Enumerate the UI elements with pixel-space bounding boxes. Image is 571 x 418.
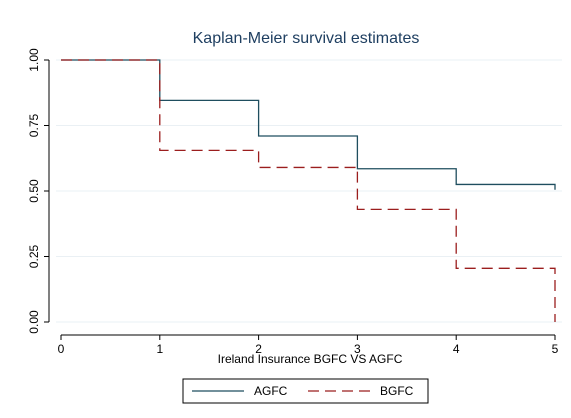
series-line-bgfc	[61, 59, 556, 322]
y-tick-label: 0.00	[27, 310, 41, 334]
grid-lines	[56, 59, 562, 323]
legend-items: AGFC BGFC	[192, 384, 414, 398]
x-axis-title: Ireland Insurance BGFC VS AGFC	[218, 352, 403, 366]
x-tick-label: 4	[453, 342, 460, 356]
legend: AGFC BGFC	[182, 378, 429, 404]
series-group	[61, 59, 556, 322]
y-tick-label: 0.50	[27, 179, 41, 203]
legend-label-agfc: AGFC	[254, 384, 288, 398]
y-tick-label: 0.25	[27, 244, 41, 268]
x-tick-label: 3	[354, 342, 361, 356]
legend-label-bgfc: BGFC	[380, 384, 414, 398]
y-tick-label: 1.00	[27, 48, 41, 72]
x-ticks: 0 1 2 3 4 5	[58, 335, 559, 356]
x-tick-label: 2	[255, 342, 262, 356]
x-tick-label: 5	[552, 342, 559, 356]
y-ticks: 0.00 0.25 0.50 0.75 1.00	[27, 48, 49, 334]
x-tick-label: 1	[156, 342, 163, 356]
chart-title: Kaplan-Meier survival estimates	[193, 30, 420, 47]
x-tick-label: 0	[58, 342, 65, 356]
y-tick-label: 0.75	[27, 113, 41, 137]
